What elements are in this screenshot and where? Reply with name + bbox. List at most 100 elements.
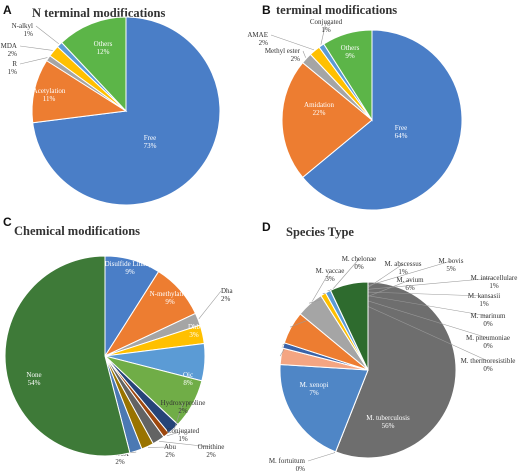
- slice-none: [4, 255, 131, 457]
- panel-b-title: terminal modifications: [276, 3, 397, 17]
- slice-amidation: [281, 61, 373, 179]
- slice-label-none: None: [26, 371, 41, 379]
- slice-label-m-fortuitum: M. fortuitum: [269, 457, 306, 465]
- pie-chart-c: Disulfide Linkage9%N-methylation9%Dha2%D…: [4, 255, 234, 466]
- slice-value-amidation: 22%: [313, 109, 326, 117]
- slice-label-m-pneumoniae: M. pneumoniae: [466, 334, 510, 342]
- slice-label-m-xenopi: M. xenopi: [300, 381, 329, 389]
- slice-acetylation: [31, 59, 128, 124]
- slice-label-m-tuberculosis: M. tuberculosis: [366, 414, 410, 422]
- slice-value-conjugated: 1%: [178, 435, 188, 443]
- slice-label-disulfide-linkage: Disulfide Linkage: [105, 260, 156, 268]
- slice-label-n-methylation: N-methylation: [150, 290, 191, 298]
- leader-line-mda: [19, 45, 53, 51]
- slice-free: [301, 29, 463, 211]
- slice-value-r: 1%: [8, 68, 18, 76]
- slice-value-m-intracellulare: 1%: [489, 282, 499, 290]
- panel-letter-a: A: [3, 3, 12, 17]
- slice-value-hydroxyproline: 2%: [178, 407, 188, 415]
- slice-label-methyl-ester: Methyl ester: [265, 47, 301, 55]
- pie-chart-a: Free73%Acetylation11%R1%MDA2%N-alkyl1%Ot…: [1, 16, 221, 206]
- slice-value-n-methylation: 9%: [165, 298, 175, 306]
- slice-value-free: 64%: [395, 132, 408, 140]
- leader-line-dha: [198, 290, 222, 319]
- slice-label-conjugated: Conjugated: [310, 18, 343, 26]
- slice-value-m-bovis: 5%: [446, 265, 456, 273]
- slice-value-m-chelonae: 0%: [354, 263, 364, 271]
- leader-line-ornithine: [159, 441, 212, 448]
- slice-value-mda: 2%: [8, 50, 18, 58]
- panel-c-title: Chemical modifications: [14, 224, 140, 238]
- slice-label-m-avium: M. avium: [396, 276, 424, 284]
- slice-others: [323, 29, 373, 122]
- leader-line-amae: [270, 34, 315, 51]
- panel-letter-c: C: [3, 215, 12, 229]
- slice-others: [60, 16, 127, 113]
- slice-label-oic: Oic: [183, 371, 193, 379]
- slice-value-acetylation: 11%: [43, 95, 56, 103]
- slice-label-m-bovis: M. bovis: [439, 257, 464, 265]
- leader-line-r: [19, 57, 48, 65]
- slice-m-xenopi: [329, 281, 369, 371]
- slice-value-conjugated: 1%: [321, 26, 331, 34]
- slice-label-m-marinum: M. marinum: [471, 312, 507, 320]
- slice-label-m-kansasii: M. kansasii: [468, 292, 500, 300]
- slice-value-free: 73%: [144, 142, 157, 150]
- slice-label-conjugated: Conjugated: [167, 427, 200, 435]
- slice-label-others: Others: [94, 40, 113, 48]
- slice-label-tic: Tic: [204, 339, 213, 347]
- slice-label-free: Free: [144, 134, 156, 142]
- leader-line-conjugated: [320, 21, 327, 45]
- panel-a-title: N terminal modifications: [32, 6, 165, 20]
- slice-label-m-thermoresistible: M. thermoresistible: [461, 357, 516, 365]
- slice-label-acetylation: Acetylation: [33, 87, 66, 95]
- slice-value-ornithine: 2%: [206, 451, 216, 459]
- slice-label-dha: Dha: [221, 287, 234, 295]
- slice-value-m-pneumoniae: 0%: [483, 342, 493, 350]
- slice-label-amidation: Amidation: [304, 101, 334, 109]
- panel-d-title: Species Type: [286, 225, 354, 239]
- slice-value-borox: 2%: [115, 458, 125, 466]
- slice-value-dhb: 3%: [189, 331, 199, 339]
- slice-label-m-abscessus: M. abscessus: [385, 260, 422, 268]
- slice-value-m-thermoresistible: 0%: [483, 365, 493, 373]
- slice-label-r: R: [12, 60, 17, 68]
- slice-label-m-intracellulare: M. intracellulare: [471, 274, 518, 282]
- slice-m-smegmatis: [279, 363, 369, 453]
- slice-label-m-chelonae: M. chelonae: [342, 255, 377, 263]
- slice-label-hydroxyproline: Hydroxyproline: [161, 399, 206, 407]
- slice-value-tic: 6%: [204, 347, 214, 355]
- slice-label-free: Free: [395, 124, 407, 132]
- leader-line-conjugated: [166, 430, 184, 437]
- slice-value-m-vaccae: 3%: [325, 275, 335, 283]
- panel-c: C Chemical modifications Disulfide Linka…: [3, 215, 234, 466]
- slice-value-n-alkyl: 1%: [24, 30, 34, 38]
- slice-value-methyl-ester: 2%: [291, 55, 301, 63]
- slice-label-ornithine: Ornithine: [198, 443, 225, 451]
- slice-label-m-vaccae: M. vaccae: [316, 267, 345, 275]
- slice-value-none: 54%: [28, 379, 41, 387]
- panel-letter-d: D: [262, 220, 271, 234]
- slice-label-n-alkyl: N-alkyl: [12, 22, 33, 30]
- slice-value-abu: 2%: [165, 451, 175, 459]
- slice-value-m-tuberculosis: 56%: [382, 422, 395, 430]
- slice-value-others: 12%: [97, 48, 110, 56]
- leader-line-n-alkyl: [35, 25, 59, 45]
- slice-value-m-abscessus: 1%: [398, 268, 408, 276]
- slice-value-m-xenopi: 7%: [309, 389, 319, 397]
- slice-label-others: Others: [341, 44, 360, 52]
- slice-m-tuberculosis: [334, 281, 457, 459]
- slice-value-m-fortuitum: 0%: [296, 465, 306, 473]
- slice-label-amae: AMAE: [247, 31, 268, 39]
- slice-value-dha: 2%: [221, 295, 231, 303]
- slice-value-amae: 2%: [259, 39, 269, 47]
- slice-value-m-kansasii: 1%: [479, 300, 489, 308]
- slice-label-abu: Abu: [164, 443, 177, 451]
- slice-value-m-avium: 6%: [405, 284, 415, 292]
- slice-value-disulfide-linkage: 9%: [125, 268, 135, 276]
